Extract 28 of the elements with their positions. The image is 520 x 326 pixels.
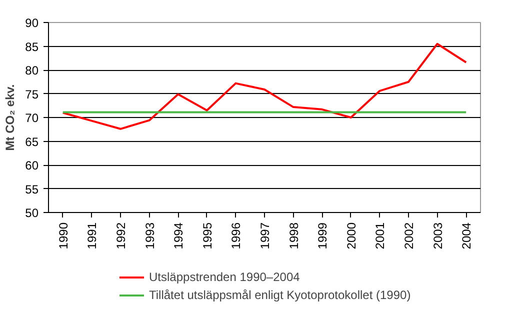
x-tick-label: 1999	[316, 222, 330, 250]
y-tick-label: 85	[25, 40, 39, 54]
x-tick-label: 2003	[430, 222, 445, 250]
x-tick-label: 1998	[286, 222, 301, 250]
x-tick-label: 1995	[200, 222, 214, 250]
y-tick-label: 65	[25, 134, 39, 149]
y-tick-label: 70	[25, 111, 39, 125]
legend-label: Tillåtet utsläppsmål enligt Kyotoprotokollet (1990)	[149, 287, 411, 304]
x-tick-label: 1997	[258, 222, 272, 250]
x-tick-label: 2004	[460, 222, 474, 250]
x-tick-label: 1993	[142, 222, 157, 250]
y-tick-label: 90	[25, 16, 39, 30]
x-tick-label: 1996	[229, 222, 244, 250]
x-tick-label: 1992	[114, 222, 128, 250]
y-tick-label: 80	[25, 64, 39, 78]
line-series	[62, 42, 468, 130]
legend-label: Utsläppstrenden 1990–2004	[149, 269, 300, 286]
x-tick-label: 1991	[85, 222, 100, 250]
y-tick-label: 50	[25, 206, 39, 220]
x-tick-label: 2002	[402, 222, 416, 250]
y-tick-label: 55	[25, 182, 39, 196]
y-axis-title: Mt CO₂ ekv.	[3, 84, 18, 151]
x-tick-label: 1990	[56, 222, 70, 250]
y-tick-label: 60	[25, 158, 39, 172]
x-tick-label: 2000	[344, 222, 358, 250]
x-tick-label: 2001	[373, 222, 388, 250]
x-tick-label: 1994	[172, 222, 186, 250]
y-tick-label: 75	[25, 87, 39, 102]
